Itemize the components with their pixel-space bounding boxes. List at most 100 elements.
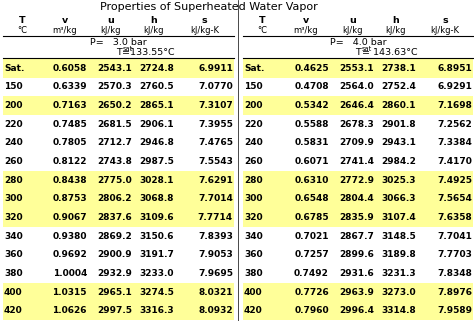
Text: 3233.0: 3233.0 bbox=[139, 269, 174, 278]
Text: 2906.1: 2906.1 bbox=[139, 120, 174, 129]
Bar bbox=[243, 171, 473, 189]
Text: 2996.4: 2996.4 bbox=[339, 306, 374, 315]
Text: 3109.6: 3109.6 bbox=[139, 213, 174, 222]
Text: kJ/kg: kJ/kg bbox=[100, 26, 121, 35]
Text: 3148.5: 3148.5 bbox=[381, 232, 416, 241]
Bar bbox=[243, 96, 473, 115]
Text: 0.8122: 0.8122 bbox=[53, 157, 87, 166]
Text: Sat.: Sat. bbox=[244, 64, 264, 73]
Text: 3273.0: 3273.0 bbox=[382, 288, 416, 297]
Text: 6.9911: 6.9911 bbox=[198, 64, 233, 73]
Text: 2901.8: 2901.8 bbox=[382, 120, 416, 129]
Text: 3191.7: 3191.7 bbox=[139, 250, 174, 259]
Text: 7.0770: 7.0770 bbox=[198, 82, 233, 91]
Text: 0.4625: 0.4625 bbox=[294, 64, 329, 73]
Text: 7.3384: 7.3384 bbox=[437, 138, 472, 147]
Bar bbox=[3, 301, 234, 320]
Text: 8.0321: 8.0321 bbox=[199, 288, 233, 297]
Bar bbox=[243, 189, 473, 208]
Text: h: h bbox=[151, 16, 157, 25]
Text: 0.5831: 0.5831 bbox=[294, 138, 329, 147]
Text: 2772.9: 2772.9 bbox=[339, 176, 374, 185]
Text: 2678.3: 2678.3 bbox=[339, 120, 374, 129]
Text: 3068.8: 3068.8 bbox=[139, 194, 174, 203]
Text: 0.7163: 0.7163 bbox=[52, 101, 87, 110]
Text: 3314.8: 3314.8 bbox=[381, 306, 416, 315]
Text: 240: 240 bbox=[4, 138, 23, 147]
Text: T: T bbox=[355, 48, 361, 57]
Bar bbox=[243, 134, 473, 152]
Text: 0.6339: 0.6339 bbox=[52, 82, 87, 91]
Text: 3316.3: 3316.3 bbox=[139, 306, 174, 315]
Text: 2987.5: 2987.5 bbox=[139, 157, 174, 166]
Bar bbox=[243, 246, 473, 264]
Text: 6.8951: 6.8951 bbox=[437, 64, 472, 73]
Bar bbox=[243, 227, 473, 246]
Bar bbox=[3, 115, 234, 134]
Text: 300: 300 bbox=[4, 194, 22, 203]
Bar bbox=[3, 189, 234, 208]
Bar bbox=[3, 96, 234, 115]
Text: 2646.4: 2646.4 bbox=[339, 101, 374, 110]
Text: 220: 220 bbox=[244, 120, 263, 129]
Text: 0.8438: 0.8438 bbox=[52, 176, 87, 185]
Text: 2743.8: 2743.8 bbox=[97, 157, 132, 166]
Text: 2741.4: 2741.4 bbox=[339, 157, 374, 166]
Text: 7.8976: 7.8976 bbox=[437, 288, 472, 297]
Text: 400: 400 bbox=[4, 288, 23, 297]
Text: 280: 280 bbox=[4, 176, 23, 185]
Text: 2564.0: 2564.0 bbox=[339, 82, 374, 91]
Text: v: v bbox=[62, 16, 68, 25]
Text: T: T bbox=[259, 16, 266, 25]
Text: 2775.0: 2775.0 bbox=[97, 176, 132, 185]
Text: 380: 380 bbox=[4, 269, 23, 278]
Text: 0.5588: 0.5588 bbox=[294, 120, 329, 129]
Text: kJ/kg: kJ/kg bbox=[144, 26, 164, 35]
Text: T: T bbox=[116, 48, 121, 57]
Bar bbox=[243, 59, 473, 78]
Text: 260: 260 bbox=[4, 157, 23, 166]
Text: 200: 200 bbox=[244, 101, 263, 110]
Text: 0.6548: 0.6548 bbox=[294, 194, 329, 203]
Text: 7.6358: 7.6358 bbox=[437, 213, 472, 222]
Text: 7.4765: 7.4765 bbox=[198, 138, 233, 147]
Text: 150: 150 bbox=[4, 82, 23, 91]
Text: 0.7492: 0.7492 bbox=[294, 269, 329, 278]
Bar bbox=[3, 227, 234, 246]
Text: P=   4.0 bar: P= 4.0 bar bbox=[330, 38, 386, 47]
Text: 3189.8: 3189.8 bbox=[381, 250, 416, 259]
Text: 420: 420 bbox=[244, 306, 263, 315]
Text: u: u bbox=[349, 16, 356, 25]
Text: 7.8348: 7.8348 bbox=[437, 269, 472, 278]
Text: 3066.3: 3066.3 bbox=[382, 194, 416, 203]
Text: = 143.63°C: = 143.63°C bbox=[362, 48, 418, 57]
Text: 400: 400 bbox=[244, 288, 263, 297]
Bar bbox=[3, 78, 234, 96]
Bar bbox=[243, 208, 473, 227]
Text: 0.7726: 0.7726 bbox=[294, 288, 329, 297]
Text: 7.7014: 7.7014 bbox=[198, 194, 233, 203]
Text: kJ/kg-K: kJ/kg-K bbox=[190, 26, 219, 35]
Text: 7.6291: 7.6291 bbox=[198, 176, 233, 185]
Text: h: h bbox=[392, 16, 400, 25]
Text: 8.0932: 8.0932 bbox=[199, 306, 233, 315]
Text: 2835.9: 2835.9 bbox=[339, 213, 374, 222]
Text: 0.7021: 0.7021 bbox=[294, 232, 329, 241]
Text: 2865.1: 2865.1 bbox=[139, 101, 174, 110]
Text: 360: 360 bbox=[244, 250, 263, 259]
Text: 300: 300 bbox=[244, 194, 263, 203]
Text: 260: 260 bbox=[244, 157, 263, 166]
Text: 3028.1: 3028.1 bbox=[139, 176, 174, 185]
Bar bbox=[3, 208, 234, 227]
Bar bbox=[3, 246, 234, 264]
Text: kJ/kg: kJ/kg bbox=[342, 26, 363, 35]
Text: 0.9067: 0.9067 bbox=[52, 213, 87, 222]
Text: 2760.5: 2760.5 bbox=[139, 82, 174, 91]
Text: 0.8753: 0.8753 bbox=[52, 194, 87, 203]
Text: u: u bbox=[107, 16, 114, 25]
Text: 150: 150 bbox=[244, 82, 263, 91]
Text: 2997.5: 2997.5 bbox=[97, 306, 132, 315]
Text: 340: 340 bbox=[4, 232, 23, 241]
Text: 2709.9: 2709.9 bbox=[339, 138, 374, 147]
Text: 2752.4: 2752.4 bbox=[381, 82, 416, 91]
